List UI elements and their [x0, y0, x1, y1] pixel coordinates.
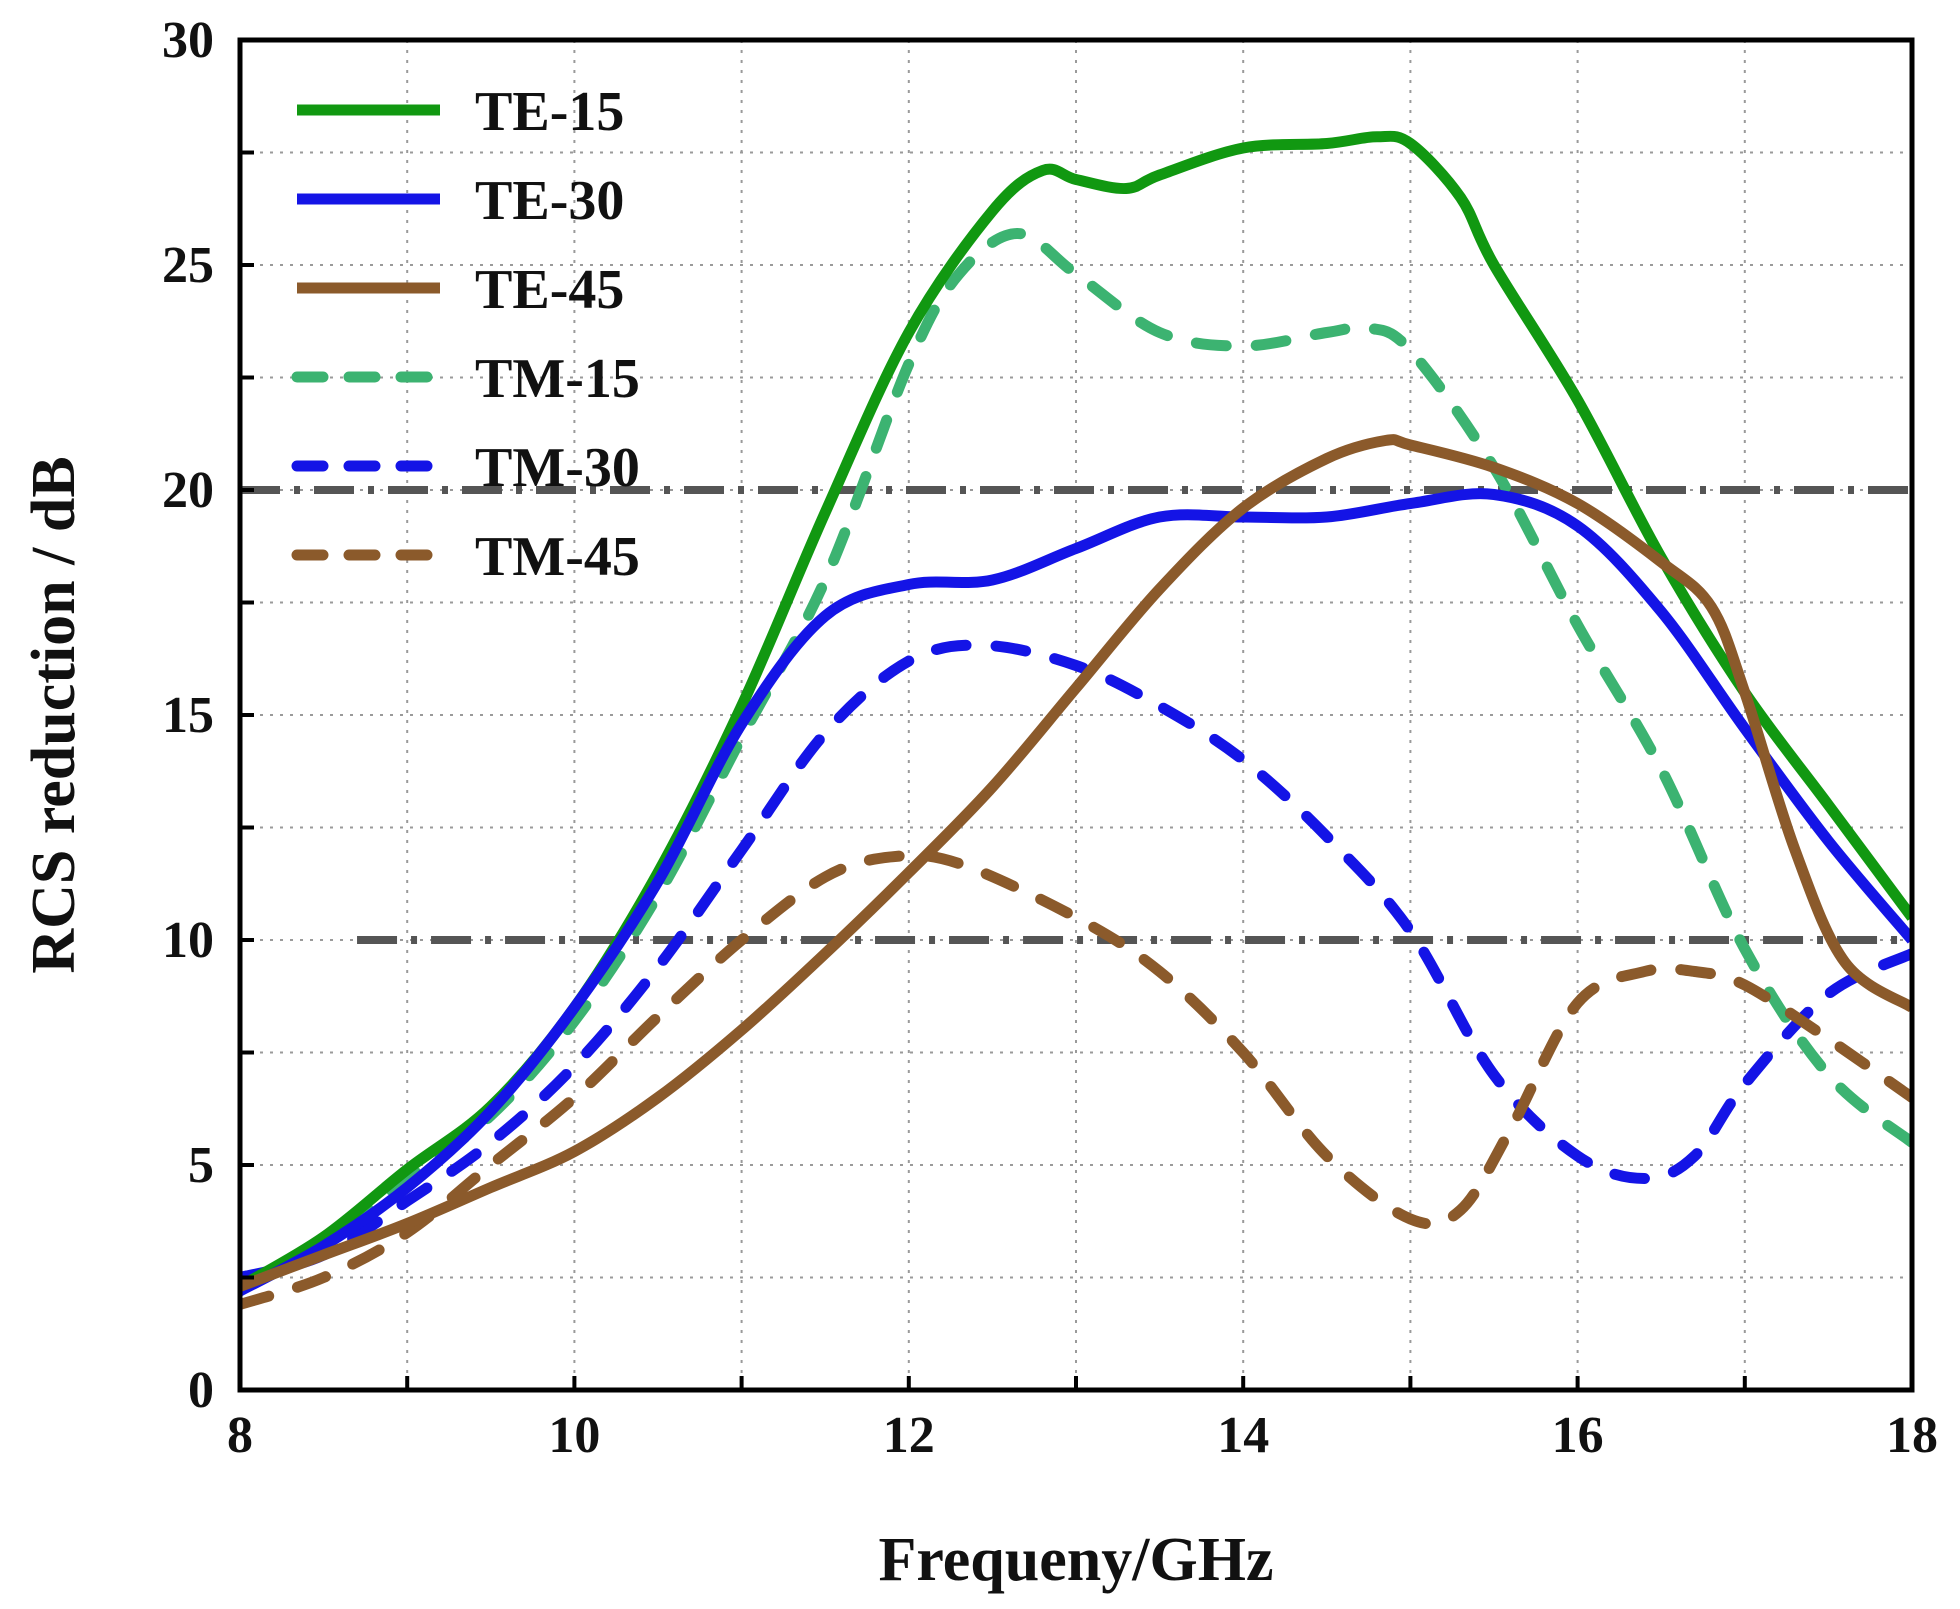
x-tick-label: 16 [1552, 1407, 1604, 1464]
y-tick-label: 10 [162, 912, 214, 969]
series-line-te-45 [240, 434, 1912, 1292]
x-axis-title: Frequeny/GHz [879, 1526, 1274, 1594]
y-tick-label: 5 [188, 1137, 214, 1194]
series-line-tm-45 [240, 849, 1912, 1310]
x-tick-label: 8 [227, 1407, 253, 1464]
legend-label-tm-15: TM-15 [475, 348, 640, 410]
series-line-te-30 [240, 488, 1912, 1296]
legend-label-te-45: TE-45 [475, 259, 624, 321]
x-tick-label: 12 [883, 1407, 935, 1464]
data-series [240, 130, 1912, 1310]
x-tick-label: 14 [1217, 1407, 1269, 1464]
legend-label-tm-45: TM-45 [475, 526, 640, 588]
y-axis-title: RCS reduction / dB [20, 456, 88, 973]
y-tick-label: 30 [162, 12, 214, 69]
y-tick-label: 15 [162, 687, 214, 744]
legend-label-tm-30: TM-30 [475, 437, 640, 499]
series-line-tm-15 [240, 228, 1912, 1292]
x-tick-label: 18 [1886, 1407, 1938, 1464]
y-tick-label: 0 [188, 1362, 214, 1419]
legend-label-te-15: TE-15 [475, 81, 624, 143]
legend: TE-15 TE-30 TE-45 TM-15 TM-30 TM-45 [291, 81, 640, 588]
axis-ticks: 8 10 12 14 16 18 0 5 10 15 20 25 30 [162, 12, 1938, 1464]
x-tick-label: 10 [548, 1407, 600, 1464]
y-tick-label: 25 [162, 237, 214, 294]
y-tick-label: 20 [162, 462, 214, 519]
legend-label-te-30: TE-30 [475, 170, 624, 232]
